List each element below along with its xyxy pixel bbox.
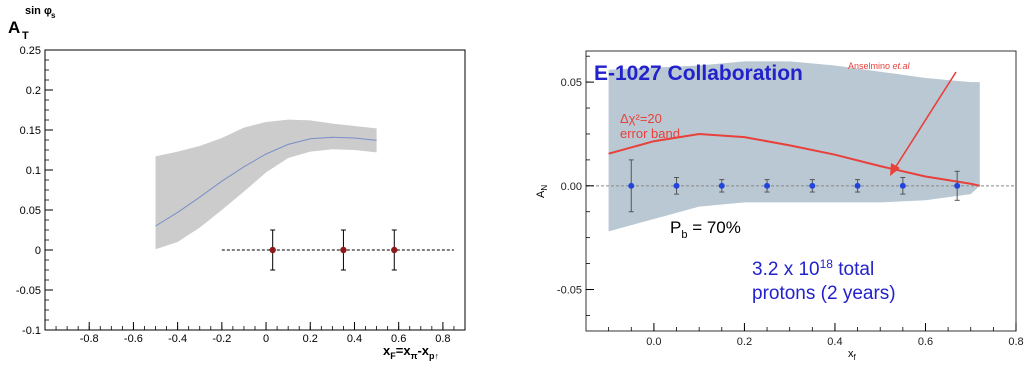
data-marker: [391, 246, 398, 254]
right-plot-frame: [585, 50, 1017, 332]
x-tick-label: -0.8: [80, 333, 99, 345]
l-data-point: [340, 229, 347, 271]
left-y-axis-label: A: [8, 18, 20, 37]
data-marker: [764, 182, 771, 189]
x-tick-label: 0.2: [737, 336, 752, 348]
r-data-point: [718, 179, 725, 193]
y-tick-label: -0.1: [22, 325, 41, 337]
y-tick-label: -0.05: [557, 285, 582, 297]
x-tick-label: -0.6: [124, 333, 143, 345]
y-tick-label: 0.2: [26, 85, 41, 97]
data-marker: [340, 246, 347, 254]
chi2-label: Δχ²=20: [620, 111, 662, 126]
r-data-point: [954, 170, 961, 201]
x-tick-label: -0.4: [168, 333, 187, 345]
error-band-label: error band: [620, 126, 680, 141]
x-tick-label: 0.4: [827, 336, 842, 348]
y-tick-label: 0.05: [561, 77, 582, 89]
x-tick-label: 0: [263, 333, 269, 345]
r-theory-curve: [608, 132, 981, 187]
x-tick-label: 0.8: [1008, 336, 1023, 348]
l-theory-curve: [155, 136, 377, 227]
l-error-band: [155, 119, 377, 250]
r-data-point: [854, 179, 861, 193]
right-y-axis-label: AN: [535, 185, 549, 198]
l-data-point: [391, 229, 398, 271]
x-tick-label: 0.6: [391, 333, 406, 345]
protons-label-line2: protons (2 years): [752, 283, 896, 304]
left-x-axis-label: xF=xπ-xp↑: [383, 343, 439, 361]
left-y-axis-label-sub: T: [22, 30, 29, 42]
data-marker: [899, 182, 906, 189]
y-tick-label: 0.05: [20, 205, 41, 217]
y-tick-label: 0.00: [561, 181, 582, 193]
r-data-point: [673, 177, 680, 195]
x-tick-label: -0.2: [212, 333, 231, 345]
r-data-point: [628, 159, 635, 213]
x-tick-label: 0.6: [918, 336, 933, 348]
data-marker: [954, 182, 961, 189]
y-tick-label: 0.1: [26, 165, 41, 177]
anselmino-label: Anselmino et.al: [848, 61, 911, 71]
left-chart: -0.8 -0.6 -0.4 -0.2 0 0.2 0.4 0.6 0.8 -0.1 -0.05 0 0…: [8, 5, 466, 361]
r-data-point: [809, 179, 816, 193]
data-marker: [854, 182, 861, 189]
right-chart: 0.0 0.2 0.4 0.6 0.8 -0.05 0.00 0.05 E-1027 Coll…: [535, 50, 1024, 362]
y-tick-label: 0: [35, 245, 41, 257]
x-tick-label: 0.0: [646, 336, 661, 348]
y-tick-label: -0.05: [16, 285, 41, 297]
polarization-label: Pb = 70%: [670, 218, 741, 241]
data-marker: [809, 182, 816, 189]
y-tick-label: 0.25: [20, 45, 41, 57]
left-plot-frame: [44, 49, 466, 331]
l-data-point: [269, 229, 276, 271]
data-marker: [673, 182, 680, 189]
r-data-point: [899, 177, 906, 195]
x-tick-label: 0.8: [435, 333, 450, 345]
r-data-point: [764, 179, 771, 193]
anselmino-arrow: [890, 71, 957, 176]
right-chart-title: E-1027 Collaboration: [594, 62, 803, 85]
protons-label-line1: 3.2 x 1018 total: [752, 257, 874, 280]
data-marker: [269, 246, 276, 254]
right-x-axis-label: xf: [848, 348, 857, 362]
x-tick-label: 0.4: [347, 333, 362, 345]
left-y-axis-label-supsub: s: [51, 11, 56, 20]
y-tick-label: 0.15: [20, 125, 41, 137]
x-tick-label: 0.2: [303, 333, 318, 345]
data-marker: [718, 182, 725, 189]
data-marker: [628, 182, 635, 189]
left-y-axis-label-sup: sin φ: [25, 5, 52, 17]
